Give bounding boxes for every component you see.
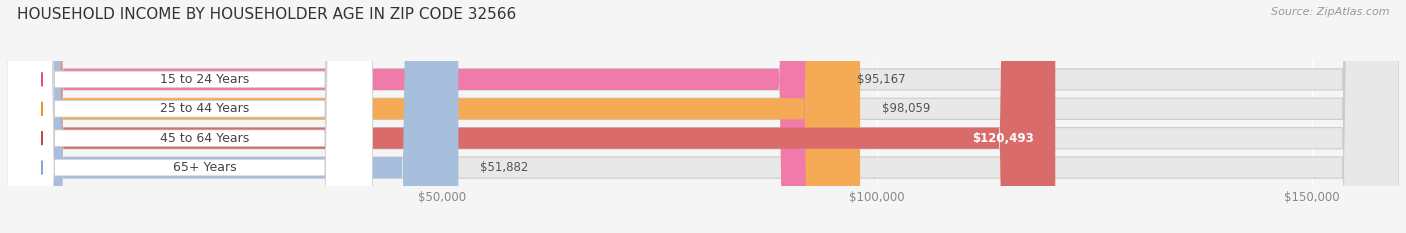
Text: $120,493: $120,493 [972,132,1033,145]
FancyBboxPatch shape [7,0,373,233]
FancyBboxPatch shape [7,0,373,233]
Text: $51,882: $51,882 [479,161,529,174]
Text: 15 to 24 Years: 15 to 24 Years [160,73,249,86]
FancyBboxPatch shape [7,0,373,233]
FancyBboxPatch shape [7,0,373,233]
Text: $98,059: $98,059 [882,102,931,115]
FancyBboxPatch shape [7,0,458,233]
Text: HOUSEHOLD INCOME BY HOUSEHOLDER AGE IN ZIP CODE 32566: HOUSEHOLD INCOME BY HOUSEHOLDER AGE IN Z… [17,7,516,22]
FancyBboxPatch shape [7,0,860,233]
Text: 45 to 64 Years: 45 to 64 Years [160,132,249,145]
FancyBboxPatch shape [7,0,1399,233]
Text: 65+ Years: 65+ Years [173,161,236,174]
FancyBboxPatch shape [7,0,1399,233]
Text: 25 to 44 Years: 25 to 44 Years [160,102,249,115]
FancyBboxPatch shape [7,0,1056,233]
FancyBboxPatch shape [7,0,1399,233]
Text: $95,167: $95,167 [856,73,905,86]
FancyBboxPatch shape [7,0,1399,233]
Text: Source: ZipAtlas.com: Source: ZipAtlas.com [1271,7,1389,17]
FancyBboxPatch shape [7,0,835,233]
